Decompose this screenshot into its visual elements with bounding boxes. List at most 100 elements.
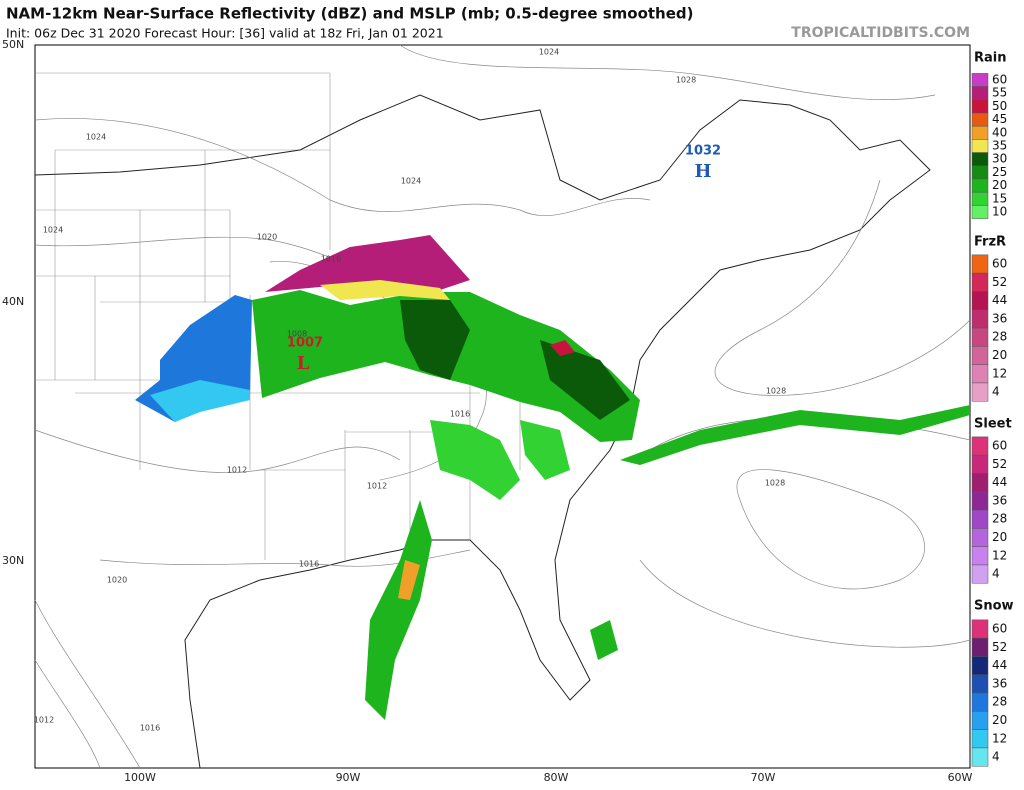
legend-swatch	[971, 729, 989, 749]
legend-swatch	[971, 254, 989, 274]
rain-heavy	[400, 300, 630, 420]
atlantic-band	[620, 405, 970, 465]
legend-swatch	[971, 73, 989, 87]
legend-swatch	[971, 509, 989, 529]
legend-swatch	[971, 473, 989, 493]
isobar-label: 1012	[367, 482, 387, 491]
legend-tick: 36	[992, 311, 1007, 325]
mixed-area	[265, 235, 470, 292]
title: NAM-12km Near-Surface Reflectivity (dBZ)…	[6, 5, 694, 23]
legend-title: FrzR	[974, 235, 1006, 250]
legend-tick: 20	[992, 178, 1007, 192]
legend-tick: 60	[992, 622, 1007, 636]
isobar-label: 1008	[287, 330, 307, 339]
legend-swatch	[971, 139, 989, 153]
isobar-label: 1016	[450, 410, 470, 419]
legend-tick: 60	[992, 257, 1007, 271]
lon-label: 90W	[336, 771, 361, 784]
isobar-label: 1024	[539, 48, 559, 57]
legend-swatch	[971, 309, 989, 329]
legend-swatch	[971, 637, 989, 657]
legend-tick: 35	[992, 139, 1007, 153]
legend-tick: 4	[992, 385, 1000, 399]
isobar-label: 1012	[34, 716, 54, 725]
legend-swatch	[971, 674, 989, 694]
isobar-label: 1016	[140, 724, 160, 733]
legend-swatch	[971, 178, 989, 193]
legend-swatch	[971, 656, 989, 676]
legend-tick: 36	[992, 493, 1007, 507]
legend-swatch	[971, 165, 989, 180]
legend-swatch	[971, 711, 989, 730]
source: TROPICALTIDBITS.COM	[791, 25, 970, 41]
legend-tick: 28	[992, 330, 1007, 344]
legend-swatch	[971, 619, 989, 639]
legend-tick: 12	[992, 731, 1007, 745]
precipitation	[135, 235, 970, 720]
isobar-label: 1028	[766, 387, 786, 396]
lat-label: 40N	[2, 295, 24, 308]
legend-title: Rain	[974, 51, 1007, 66]
legend-swatch	[971, 364, 989, 384]
legend-tick: 60	[992, 73, 1007, 87]
legend-swatch	[971, 291, 989, 311]
isobar-label: 1016	[299, 560, 319, 569]
legend-tick: 52	[992, 640, 1007, 654]
legend-swatch	[971, 436, 989, 456]
gulf-band	[365, 500, 618, 720]
isobar-label: 1020	[257, 233, 277, 242]
snow-light	[150, 380, 250, 422]
legend-tick: 40	[992, 125, 1007, 139]
legend-swatch	[971, 125, 989, 140]
legend-tick: 20	[992, 713, 1007, 727]
map	[34, 44, 971, 769]
legend-tick: 20	[992, 348, 1007, 362]
high-label: H	[694, 161, 711, 182]
legend-tick: 12	[992, 548, 1007, 562]
legend-tick: 44	[992, 293, 1007, 307]
legend-swatch	[971, 454, 989, 474]
legend-swatch	[971, 747, 989, 767]
legend-swatch	[971, 491, 989, 511]
legend-tick: 12	[992, 366, 1007, 380]
legend-tick: 55	[992, 86, 1007, 100]
legend-tick: 20	[992, 530, 1007, 544]
high-pressure: 1032	[685, 144, 721, 159]
lat-label: 30N	[2, 554, 24, 567]
legend-tick: 25	[992, 165, 1007, 179]
subtitle: Init: 06z Dec 31 2020 Forecast Hour: [36…	[6, 26, 444, 41]
frzr-spot	[550, 340, 575, 356]
lat-label: 50N	[2, 38, 24, 51]
legend-swatch	[971, 272, 989, 292]
legend-swatch	[971, 99, 989, 114]
legend-tick: 45	[992, 112, 1007, 126]
isobar-label: 1012	[227, 466, 247, 475]
legend-tick: 4	[992, 750, 1000, 764]
legend-tick: 28	[992, 512, 1007, 526]
legend-swatch	[971, 152, 989, 167]
legend-swatch	[971, 692, 989, 712]
legend-tick: 10	[992, 205, 1007, 219]
isobar-label: 1028	[676, 76, 696, 85]
legend-swatch	[971, 546, 989, 566]
lon-label: 60W	[948, 771, 973, 784]
legend-title: Sleet	[974, 417, 1012, 432]
legend-swatch	[971, 191, 989, 206]
legend-tick: 44	[992, 475, 1007, 489]
legend-tick: 36	[992, 676, 1007, 690]
lon-label: 100W	[124, 771, 156, 784]
legend-tick: 52	[992, 275, 1007, 289]
legend-swatch	[971, 327, 989, 347]
rain-moderate	[320, 280, 450, 300]
isobar-label: 1024	[43, 226, 63, 235]
legend-swatch	[971, 86, 989, 101]
legend-tick: 4	[992, 567, 1000, 581]
isobar-label: 1020	[107, 576, 127, 585]
legend-tick: 30	[992, 152, 1007, 166]
isobar-label: 1028	[765, 479, 785, 488]
legend-tick: 15	[992, 191, 1007, 205]
gulf-core	[398, 560, 420, 600]
isobar-label: 1024	[86, 133, 106, 142]
legend-swatch	[971, 382, 989, 402]
